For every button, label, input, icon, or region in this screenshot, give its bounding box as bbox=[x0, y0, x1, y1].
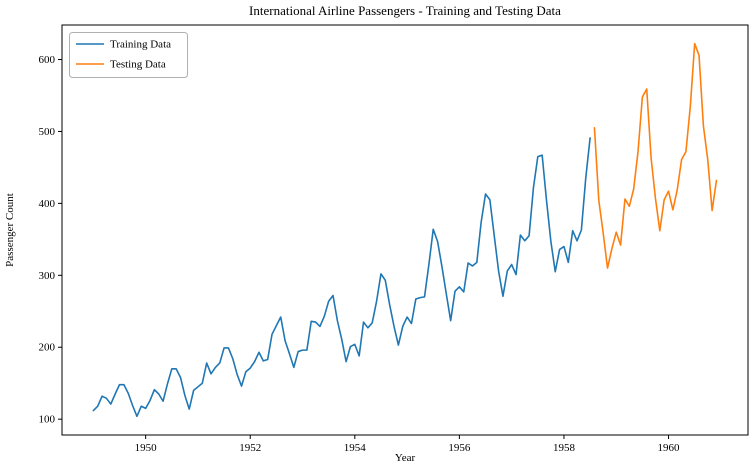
x-tick-label: 1952 bbox=[239, 442, 261, 454]
y-axis-label: Passenger Count bbox=[4, 193, 16, 267]
legend-label-testing: Testing Data bbox=[110, 59, 166, 71]
axis-ticks: 1950 1952 1954 1956 1958 1960 100 200 300 400 500 6… bbox=[39, 54, 681, 454]
x-tick-label: 1958 bbox=[553, 442, 576, 454]
y-tick-label: 200 bbox=[39, 342, 56, 354]
series-line-training-data bbox=[92, 137, 591, 418]
x-tick-label: 1960 bbox=[658, 442, 681, 454]
plot-border bbox=[61, 24, 749, 436]
y-tick-label: 100 bbox=[39, 414, 56, 426]
series-line-testing-data bbox=[593, 42, 718, 269]
x-axis-label: Year bbox=[395, 452, 416, 464]
x-tick-label: 1954 bbox=[344, 442, 367, 454]
data-series bbox=[92, 42, 718, 418]
y-tick-label: 300 bbox=[39, 270, 56, 282]
y-tick-label: 600 bbox=[39, 54, 56, 66]
chart-title: International Airline Passengers - Train… bbox=[249, 3, 561, 18]
legend: Training Data Testing Data bbox=[69, 32, 188, 78]
y-tick-label: 500 bbox=[39, 126, 56, 138]
legend-label-training: Training Data bbox=[110, 39, 171, 51]
x-tick-label: 1956 bbox=[448, 442, 471, 454]
x-tick-label: 1950 bbox=[135, 442, 158, 454]
y-tick-label: 400 bbox=[39, 198, 56, 210]
